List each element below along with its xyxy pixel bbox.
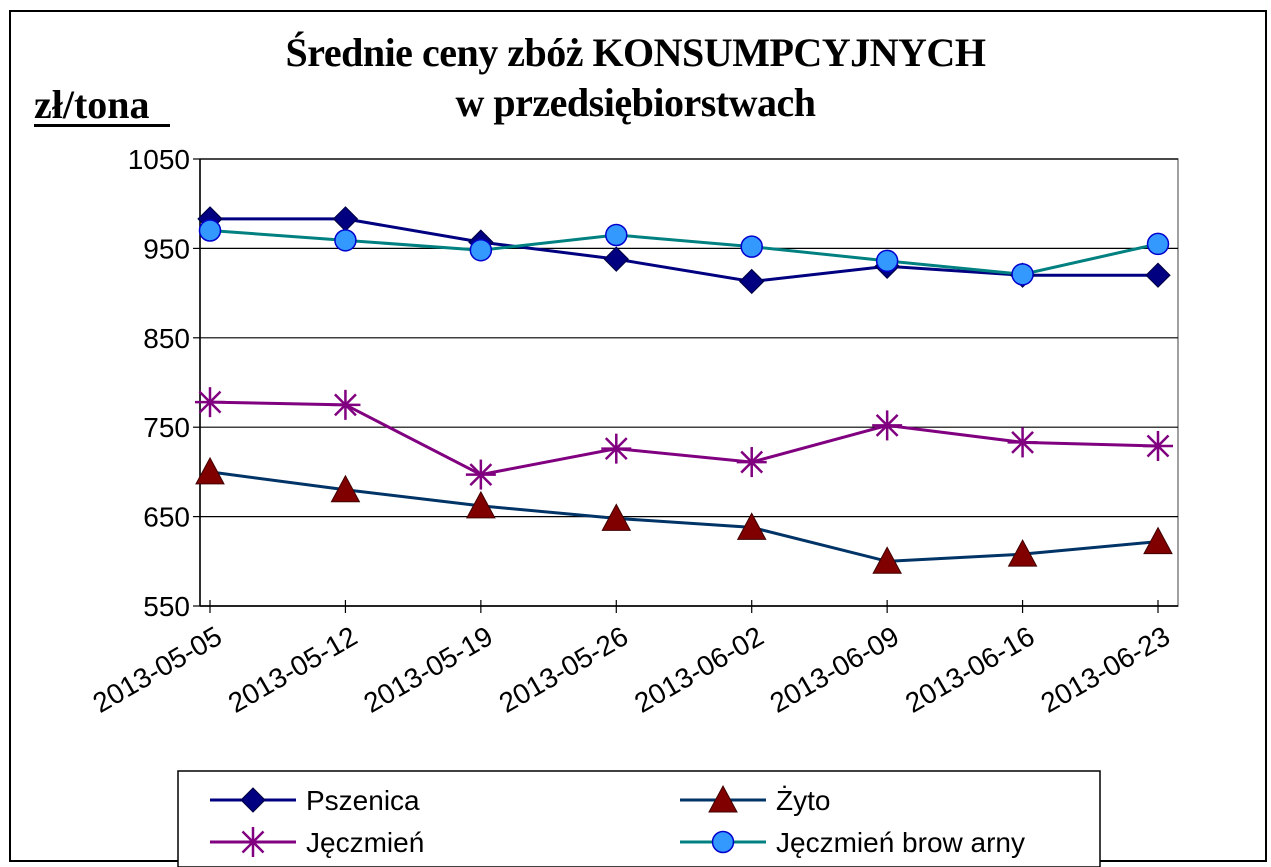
y-tick-label: 650 bbox=[143, 502, 190, 533]
y-tick-label: 550 bbox=[143, 591, 190, 622]
legend: Pszenica Żyto Jęczmień Jęczmień brow arny bbox=[177, 770, 1101, 867]
y-tick-label: 850 bbox=[143, 323, 190, 354]
data-point-series-3 bbox=[740, 235, 763, 258]
series-line-1 bbox=[209, 470, 1159, 563]
data-point-series-0 bbox=[739, 268, 765, 295]
legend-swatch-marker bbox=[711, 830, 735, 854]
data-point-series-1 bbox=[736, 512, 767, 540]
data-point-series-0 bbox=[603, 246, 629, 272]
x-tick-label: 2013-05-26 bbox=[494, 620, 634, 718]
x-tick-label: 2013-05-12 bbox=[223, 620, 363, 718]
y-axis-unit-label: zł/tona bbox=[34, 82, 150, 127]
legend-swatch-marker bbox=[238, 827, 268, 857]
x-tick-label: 2013-05-05 bbox=[87, 620, 227, 718]
y-tick-label: 750 bbox=[143, 412, 190, 443]
data-point-series-2 bbox=[601, 433, 632, 464]
series-line-3 bbox=[209, 229, 1159, 276]
x-tick-label: 2013-05-19 bbox=[358, 620, 498, 718]
data-point-series-1 bbox=[195, 456, 225, 485]
data-point-series-3 bbox=[1011, 263, 1034, 286]
data-point-series-2 bbox=[1007, 427, 1038, 458]
x-tick-label: 2013-06-02 bbox=[629, 620, 769, 718]
x-tick-label: 2013-06-23 bbox=[1035, 620, 1175, 718]
data-point-series-2 bbox=[736, 447, 767, 478]
legend-label: Pszenica bbox=[306, 785, 420, 816]
data-point-series-1 bbox=[1143, 526, 1173, 555]
chart-frame bbox=[9, 10, 1267, 862]
data-point-series-3 bbox=[469, 238, 493, 262]
legend-label: Jęczmień brow arny bbox=[776, 827, 1025, 858]
chart-title-line-1: Średnie ceny zbóż KONSUMPCYJNYCH bbox=[285, 30, 986, 75]
data-point-series-1 bbox=[601, 503, 632, 531]
legend-label: Żyto bbox=[776, 785, 830, 816]
data-point-series-2 bbox=[872, 410, 903, 441]
data-point-series-3 bbox=[1146, 232, 1170, 256]
y-tick-label: 1050 bbox=[128, 144, 190, 175]
data-point-series-3 bbox=[875, 249, 899, 273]
y-axis-unit-underline bbox=[34, 124, 170, 127]
x-tick-label: 2013-06-16 bbox=[900, 620, 1040, 718]
series-line-2 bbox=[209, 400, 1159, 477]
chart-title: Średnie ceny zbóż KONSUMPCYJNYCH w przed… bbox=[0, 28, 1271, 128]
data-point-series-2 bbox=[465, 459, 496, 490]
data-point-series-0 bbox=[332, 206, 359, 232]
data-point-series-1 bbox=[872, 546, 902, 574]
data-point-series-2 bbox=[1143, 430, 1173, 461]
data-point-series-1 bbox=[1007, 539, 1038, 567]
series-layer bbox=[195, 206, 1173, 574]
data-point-series-3 bbox=[605, 223, 628, 247]
data-point-series-2 bbox=[330, 389, 361, 420]
legend-swatch-marker bbox=[240, 787, 266, 813]
x-tick-label: 2013-06-09 bbox=[765, 620, 905, 718]
data-point-series-1 bbox=[466, 490, 496, 519]
legend-label: Jęczmień bbox=[306, 827, 424, 858]
series-line-0 bbox=[210, 217, 1158, 283]
y-tick-label: 950 bbox=[143, 233, 190, 264]
data-point-series-3 bbox=[334, 229, 357, 252]
chart-title-line-2: w przedsiębiorstwach bbox=[455, 80, 816, 125]
legend-box bbox=[177, 770, 1101, 867]
data-point-series-2 bbox=[195, 387, 225, 418]
data-point-series-3 bbox=[198, 219, 222, 242]
data-point-series-1 bbox=[330, 474, 361, 503]
legend-swatch-marker bbox=[708, 784, 738, 813]
data-point-series-0 bbox=[1145, 262, 1171, 288]
axis-layer: 55065075085095010502013-05-052013-05-122… bbox=[87, 144, 1178, 719]
